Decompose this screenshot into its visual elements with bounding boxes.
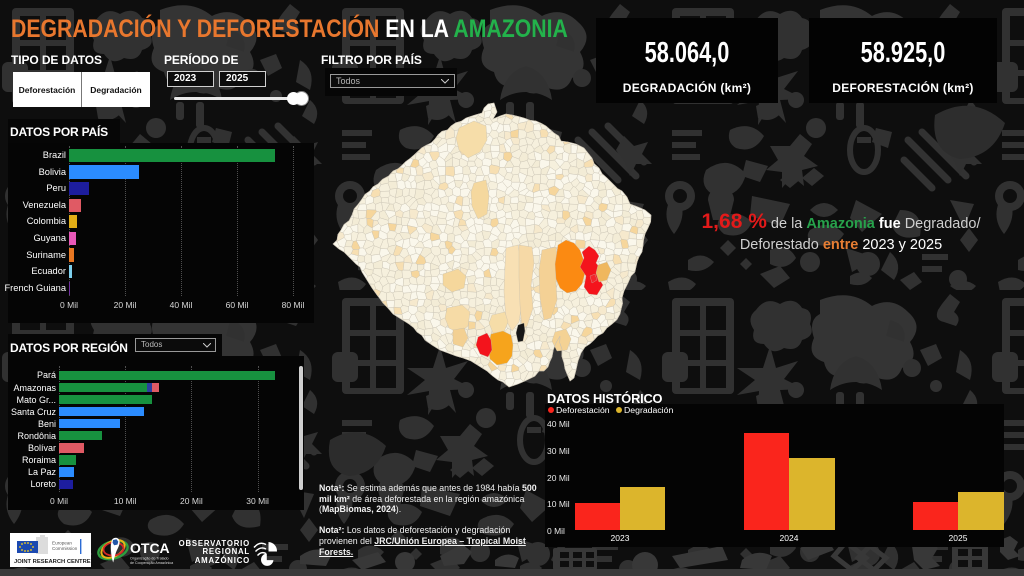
svg-text:Commission: Commission [52,546,78,551]
svg-text:de Cooperação Amazônica: de Cooperação Amazônica [130,561,173,565]
svg-text:European: European [52,541,72,546]
svg-text:OTCA: OTCA [130,540,170,556]
svg-text:Organização do Tratado: Organização do Tratado [130,557,169,561]
svg-text:JOINT RESEARCH CENTRE: JOINT RESEARCH CENTRE [14,559,91,565]
